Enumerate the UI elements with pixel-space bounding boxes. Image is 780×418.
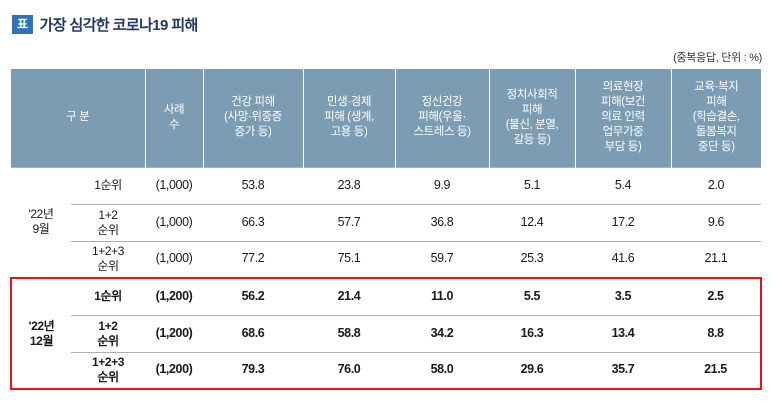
value-cell: 76.0	[303, 351, 395, 389]
unit-note: (중복응답, 단위 : %)	[673, 52, 762, 64]
cases-cell: (1,000)	[145, 166, 203, 204]
value-cell: 35.7	[575, 351, 671, 389]
value-cell: 9.6	[671, 203, 761, 241]
value-cell: 77.2	[203, 240, 303, 278]
value-cell: 11.0	[395, 277, 489, 315]
header-education-damage: 교육·복지 피해 (학습결손, 돌봄복지 중단 등)	[671, 69, 761, 167]
value-cell: 34.2	[395, 314, 489, 352]
value-cell: 9.9	[395, 166, 489, 204]
cases-cell: (1,200)	[145, 351, 203, 389]
group-label-sep-2022: '22년 9월	[11, 166, 71, 278]
value-cell: 2.5	[671, 277, 761, 315]
value-cell: 5.4	[575, 166, 671, 204]
table-row: 1+2+3 순위 (1,200) 79.3 76.0 58.0 29.6 35.…	[11, 351, 761, 389]
value-cell: 16.3	[489, 314, 575, 352]
value-cell: 2.0	[671, 166, 761, 204]
cases-cell: (1,000)	[145, 203, 203, 241]
value-cell: 21.1	[671, 240, 761, 278]
value-cell: 58.8	[303, 314, 395, 352]
value-cell: 3.5	[575, 277, 671, 315]
rank-cell: 1+2 순위	[71, 314, 145, 352]
rank-cell: 1+2+3 순위	[71, 351, 145, 389]
value-cell: 75.1	[303, 240, 395, 278]
value-cell: 79.3	[203, 351, 303, 389]
value-cell: 36.8	[395, 203, 489, 241]
group-sep-2022: '22년 9월 1순위 (1,000) 53.8 23.8 9.9 5.1 5.…	[11, 166, 761, 278]
cases-cell: (1,200)	[145, 277, 203, 315]
header-economy-damage: 민생·경제 피해 (생계, 고용 등)	[303, 69, 396, 167]
header-medical-damage: 의료현장 피해(보건 의료 인력 업무가중 부담 등)	[575, 69, 672, 167]
rank-cell: 1+2+3 순위	[71, 240, 145, 278]
value-cell: 8.8	[671, 314, 761, 352]
rank-cell: 1순위	[71, 277, 145, 315]
header-category: 구 분	[11, 69, 146, 167]
rank-cell: 1순위	[71, 166, 145, 204]
table-title-row: 표 가장 심각한 코로나19 피해	[12, 14, 764, 35]
table-header: 구 분 사례 수 건강 피해 (사망·위중증 증가 등) 민생·경제 피해 (생…	[11, 69, 761, 167]
table-row: 1+2 순위 (1,200) 68.6 58.8 34.2 16.3 13.4 …	[11, 314, 761, 352]
value-cell: 21.4	[303, 277, 395, 315]
value-cell: 17.2	[575, 203, 671, 241]
table-row: '22년 12월 1순위 (1,200) 56.2 21.4 11.0 5.5 …	[11, 277, 761, 389]
cases-cell: (1,200)	[145, 314, 203, 352]
value-cell: 21.5	[671, 351, 761, 389]
header-health-damage: 건강 피해 (사망·위중증 증가 등)	[203, 69, 304, 167]
table-row: '22년 9월 1순위 (1,000) 53.8 23.8 9.9 5.1 5.…	[11, 166, 761, 278]
table-row: 1+2 순위 (1,000) 66.3 57.7 36.8 12.4 17.2 …	[11, 203, 761, 241]
value-cell: 68.6	[203, 314, 303, 352]
table-row: 1+2+3 순위 (1,000) 77.2 75.1 59.7 25.3 41.…	[11, 240, 761, 278]
value-cell: 66.3	[203, 203, 303, 241]
value-cell: 53.8	[203, 166, 303, 204]
value-cell: 25.3	[489, 240, 575, 278]
header-row: 구 분 사례 수 건강 피해 (사망·위중증 증가 등) 민생·경제 피해 (생…	[11, 69, 761, 167]
value-cell: 5.5	[489, 277, 575, 315]
table-badge: 표	[12, 15, 33, 34]
value-cell: 59.7	[395, 240, 489, 278]
value-cell: 56.2	[203, 277, 303, 315]
rank-cell: 1+2 순위	[71, 203, 145, 241]
value-cell: 57.7	[303, 203, 395, 241]
report-page: 표 가장 심각한 코로나19 피해 (중복응답, 단위 : %) 구 분 사례 …	[10, 14, 764, 390]
header-mental-damage: 정신건강 피해(우울· 스트레스 등)	[395, 69, 490, 167]
header-political-damage: 정치사회적 피해 (불신, 분열, 갈등 등)	[489, 69, 576, 167]
value-cell: 12.4	[489, 203, 575, 241]
value-cell: 41.6	[575, 240, 671, 278]
value-cell: 23.8	[303, 166, 395, 204]
page-title: 가장 심각한 코로나19 피해	[39, 17, 199, 34]
group-dec-2022-highlighted: '22년 12월 1순위 (1,200) 56.2 21.4 11.0 5.5 …	[11, 277, 761, 389]
covid-damage-table: 구 분 사례 수 건강 피해 (사망·위중증 증가 등) 민생·경제 피해 (생…	[10, 69, 762, 390]
value-cell: 58.0	[395, 351, 489, 389]
value-cell: 5.1	[489, 166, 575, 204]
value-cell: 13.4	[575, 314, 671, 352]
cases-cell: (1,000)	[145, 240, 203, 278]
value-cell: 29.6	[489, 351, 575, 389]
group-label-dec-2022: '22년 12월	[11, 277, 71, 389]
header-cases: 사례 수	[145, 69, 204, 167]
